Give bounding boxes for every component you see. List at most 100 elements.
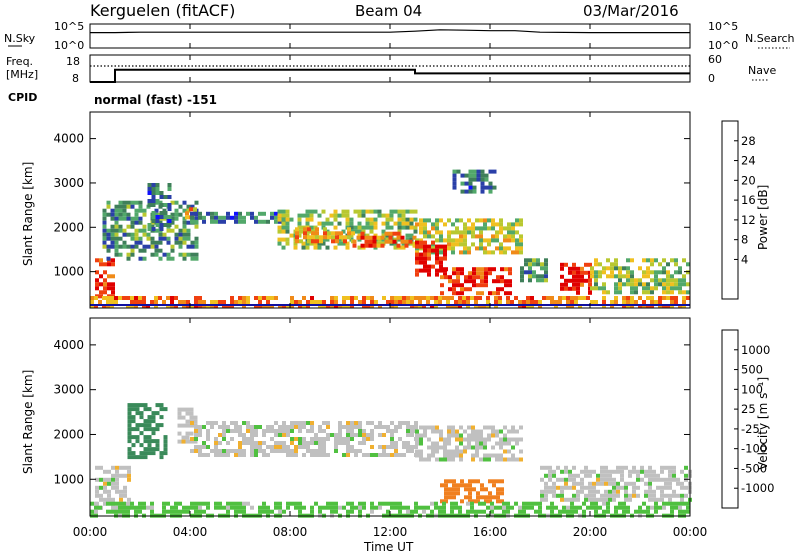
data-cell	[193, 419, 198, 424]
data-cell	[544, 274, 548, 279]
data-cell	[135, 427, 140, 432]
data-cell	[138, 236, 143, 241]
data-cell	[438, 296, 442, 300]
data-cell	[167, 223, 172, 227]
data-cell	[155, 223, 160, 227]
data-cell	[397, 225, 402, 230]
data-cell	[504, 283, 508, 288]
data-cell	[656, 477, 660, 482]
data-cell	[143, 447, 148, 452]
data-cell	[322, 445, 326, 449]
data-cell	[313, 241, 318, 246]
data-cell	[503, 433, 507, 438]
data-cell	[343, 235, 347, 240]
data-cell	[560, 282, 564, 287]
data-cell	[440, 275, 444, 280]
data-cell	[538, 505, 542, 510]
data-cell	[131, 427, 136, 432]
data-cell	[323, 227, 327, 232]
data-cell	[150, 236, 155, 241]
data-cell	[155, 443, 160, 448]
data-cell	[166, 240, 171, 245]
data-cell	[163, 215, 168, 219]
data-cell	[150, 509, 154, 514]
data-cell	[450, 296, 454, 300]
data-cell	[491, 433, 495, 438]
data-cell	[500, 487, 504, 492]
data-cell	[277, 213, 282, 218]
data-cell	[110, 244, 115, 249]
data-cell	[443, 441, 447, 446]
data-cell	[504, 279, 508, 284]
data-cell	[398, 509, 402, 514]
data-cell	[337, 221, 342, 226]
data-cell	[318, 445, 322, 449]
data-cell	[570, 296, 574, 300]
x-tick-label: 20:00	[573, 525, 608, 539]
data-cell	[190, 505, 194, 510]
data-cell	[107, 489, 111, 494]
data-cell	[98, 505, 102, 510]
data-cell	[662, 258, 666, 263]
data-cell	[290, 437, 294, 441]
data-cell	[614, 509, 618, 514]
data-cell	[451, 433, 455, 438]
data-cell	[206, 453, 210, 457]
data-cell	[262, 429, 266, 433]
data-cell	[459, 242, 463, 247]
data-cell	[382, 501, 386, 506]
data-cell	[246, 437, 250, 441]
data-cell	[198, 211, 202, 216]
data-cell	[107, 282, 111, 287]
data-cell	[346, 425, 350, 429]
data-cell	[409, 221, 414, 226]
data-cell	[150, 224, 155, 229]
data-cell	[369, 221, 374, 226]
data-cell	[650, 270, 654, 275]
data-cell	[492, 495, 496, 500]
data-cell	[660, 497, 664, 502]
data-cell	[222, 437, 226, 441]
data-cell	[368, 235, 373, 240]
data-cell	[194, 449, 198, 453]
data-cell	[325, 221, 330, 226]
data-cell	[468, 279, 472, 284]
data-cell	[506, 501, 510, 506]
data-cell	[430, 509, 434, 514]
data-cell	[572, 465, 576, 470]
data-cell	[111, 505, 115, 510]
data-cell	[487, 238, 491, 243]
data-cell	[652, 493, 656, 498]
data-cell	[447, 238, 451, 243]
data-cell	[654, 505, 658, 510]
data-cell	[318, 453, 322, 457]
data-cell	[278, 501, 282, 506]
data-cell	[662, 286, 666, 291]
data-cell	[301, 213, 306, 218]
data-cell	[126, 232, 131, 237]
data-cell	[427, 218, 431, 223]
data-cell	[548, 485, 552, 490]
data-cell	[303, 235, 307, 240]
data-cell	[455, 437, 459, 442]
data-cell	[107, 477, 111, 482]
data-cell	[174, 236, 179, 241]
data-cell	[177, 431, 182, 436]
data-cell	[338, 425, 342, 429]
data-cell	[111, 485, 115, 490]
data-cell	[678, 505, 682, 510]
data-cell	[578, 505, 582, 510]
data-cell	[305, 213, 310, 218]
data-cell	[463, 250, 467, 255]
data-cell	[472, 177, 477, 182]
data-cell	[468, 185, 473, 190]
data-cell	[186, 244, 191, 249]
data-cell	[366, 437, 370, 441]
data-cell	[254, 445, 258, 449]
data-cell	[222, 421, 226, 425]
data-cell	[439, 445, 443, 450]
data-cell	[644, 489, 648, 494]
data-cell	[460, 181, 465, 186]
data-cell	[166, 236, 171, 241]
